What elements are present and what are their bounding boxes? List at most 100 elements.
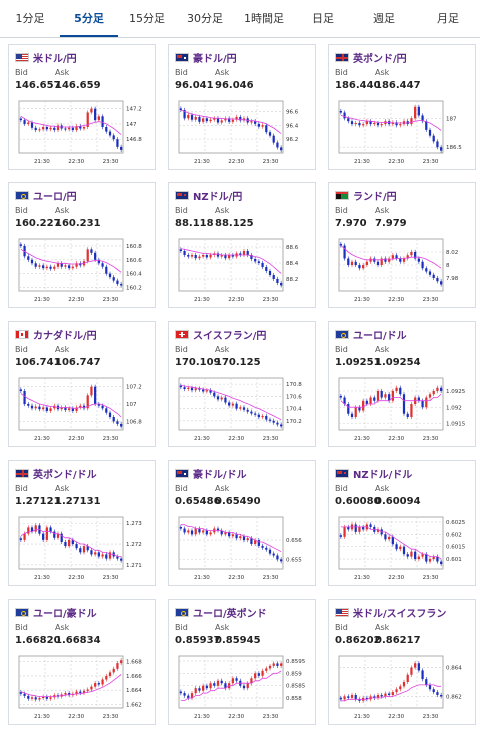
candle bbox=[101, 405, 104, 409]
rate-card[interactable]: ユーロ/豪ドル Bid Ask 1.66820 1.66834 1.668 1.666 1.6… bbox=[8, 599, 156, 725]
tab-7[interactable]: 月足 bbox=[437, 12, 459, 25]
rate-card[interactable]: 豪ドル/ドル Bid Ask 0.65486 0.65490 0.656 0.655 21:3… bbox=[168, 460, 316, 586]
candle bbox=[428, 559, 432, 562]
candle bbox=[209, 390, 212, 393]
pair-name[interactable]: NZドル/円 bbox=[193, 191, 243, 203]
tab-3[interactable]: 30分足 bbox=[187, 12, 223, 25]
card-title[interactable]: ユーロ/英ポンド bbox=[175, 605, 267, 620]
ch-flag-icon bbox=[175, 329, 189, 339]
candle bbox=[183, 528, 186, 533]
eu-flag-icon bbox=[15, 190, 29, 200]
tab-5[interactable]: 日足 bbox=[312, 12, 334, 25]
pair-name[interactable]: 豪ドル/円 bbox=[193, 53, 237, 65]
pair-name[interactable]: 英ポンド/円 bbox=[353, 53, 407, 65]
pair-name[interactable]: ユーロ/ドル bbox=[353, 330, 407, 342]
card-title[interactable]: 豪ドル/円 bbox=[175, 50, 237, 65]
tab-0[interactable]: 1分足 bbox=[15, 12, 45, 25]
card-title[interactable]: ユーロ/円 bbox=[15, 188, 77, 203]
rate-card[interactable]: カナダドル/円 Bid Ask 106.741 106.747 107.2 107 106.8… bbox=[8, 321, 156, 447]
moving-average-line bbox=[180, 248, 282, 274]
rate-card[interactable]: 米ドル/円 Bid Ask 146.657 146.659 147.2 147 146.8 21… bbox=[8, 44, 156, 170]
candle bbox=[209, 255, 212, 258]
pair-name[interactable]: 豪ドル/ドル bbox=[193, 469, 247, 481]
rate-card[interactable]: 英ポンド/円 Bid Ask 186.440 186.447 187 186.5 21:30 2… bbox=[328, 44, 476, 170]
candle bbox=[231, 255, 234, 257]
rate-card[interactable]: スイスフラン/円 Bid Ask 170.109 170.125 170.8 170.6 17… bbox=[168, 321, 316, 447]
candle bbox=[410, 404, 413, 417]
pair-name[interactable]: 米ドル/スイスフラン bbox=[353, 608, 447, 620]
candle bbox=[250, 538, 253, 544]
bid-value: 160.227 bbox=[15, 218, 61, 229]
candle bbox=[45, 407, 48, 411]
candle bbox=[209, 683, 212, 689]
card-title[interactable]: 英ポンド/ドル bbox=[15, 466, 97, 481]
price-chart: 0.6025 0.602 0.6015 0.601 21:30 22:30 23:30 bbox=[338, 516, 466, 581]
candle bbox=[216, 528, 220, 531]
candle bbox=[417, 663, 420, 671]
rate-card[interactable]: 英ポンド/ドル Bid Ask 1.27121 1.27131 1.273 1.272 1.2… bbox=[8, 460, 156, 586]
tab-6[interactable]: 週足 bbox=[373, 12, 395, 25]
candle bbox=[56, 125, 60, 131]
x-tick-label: 22:30 bbox=[388, 714, 404, 720]
tab-2[interactable]: 15分足 bbox=[129, 12, 165, 25]
rate-card[interactable]: 豪ドル/円 Bid Ask 96.041 96.046 96.6 96.4 96.2 21:30… bbox=[168, 44, 316, 170]
pair-name[interactable]: 米ドル/円 bbox=[33, 53, 77, 65]
pair-name[interactable]: ユーロ/豪ドル bbox=[33, 608, 97, 620]
candle bbox=[68, 408, 71, 411]
candle bbox=[239, 536, 242, 539]
card-title[interactable]: カナダドル/円 bbox=[15, 327, 97, 342]
ask-label: Ask bbox=[375, 345, 390, 354]
candle bbox=[399, 686, 402, 690]
pair-name[interactable]: ユーロ/円 bbox=[33, 191, 77, 203]
rate-card[interactable]: NZドル/ドル Bid Ask 0.60080 0.60094 0.6025 0.602 0.… bbox=[328, 460, 476, 586]
card-title[interactable]: 英ポンド/円 bbox=[335, 50, 407, 65]
candle bbox=[436, 141, 439, 148]
candle bbox=[187, 695, 190, 699]
card-title[interactable]: 米ドル/スイスフラン bbox=[335, 605, 447, 620]
nz-flag-icon bbox=[175, 190, 189, 200]
candle bbox=[202, 118, 205, 122]
card-title[interactable]: ランド/円 bbox=[335, 188, 397, 203]
candle bbox=[183, 251, 186, 255]
candle bbox=[373, 397, 376, 401]
pair-name[interactable]: ランド/円 bbox=[353, 191, 397, 203]
candle bbox=[395, 122, 398, 126]
rate-card[interactable]: ランド/円 Bid Ask 7.970 7.979 8.02 8 7.98 21:30 22:30… bbox=[328, 182, 476, 308]
card-title[interactable]: ユーロ/ドル bbox=[335, 327, 407, 342]
pair-name[interactable]: スイスフラン/円 bbox=[193, 330, 267, 342]
pair-name[interactable]: ユーロ/英ポンド bbox=[193, 608, 267, 620]
candle bbox=[276, 279, 279, 283]
candle bbox=[354, 524, 357, 532]
y-tick-label: 1.0925 bbox=[446, 389, 466, 395]
pair-name[interactable]: カナダドル/円 bbox=[33, 330, 97, 342]
bid-label: Bid bbox=[175, 68, 188, 77]
candle bbox=[350, 413, 354, 417]
card-title[interactable]: NZドル/円 bbox=[175, 188, 243, 203]
pair-name[interactable]: NZドル/ドル bbox=[353, 469, 413, 481]
y-tick-label: 187 bbox=[446, 116, 457, 122]
rate-card[interactable]: ユーロ/円 Bid Ask 160.227 160.231 160.8 160.6 160.4… bbox=[8, 182, 156, 308]
card-title[interactable]: ユーロ/豪ドル bbox=[15, 605, 97, 620]
candle bbox=[179, 526, 182, 529]
card-title[interactable]: NZドル/ドル bbox=[335, 466, 413, 481]
candle bbox=[94, 552, 97, 555]
x-tick-label: 23:30 bbox=[263, 159, 279, 165]
candle bbox=[347, 258, 350, 265]
card-title[interactable]: スイスフラン/円 bbox=[175, 327, 267, 342]
pair-name[interactable]: 英ポンド/ドル bbox=[33, 469, 97, 481]
rate-card[interactable]: 米ドル/スイスフラン Bid Ask 0.86202 0.86217 0.864 0.862… bbox=[328, 599, 476, 725]
y-tick-label: 88.2 bbox=[286, 277, 298, 283]
candle bbox=[384, 534, 387, 540]
candle bbox=[90, 108, 93, 113]
card-title[interactable]: 米ドル/円 bbox=[15, 50, 77, 65]
rate-card[interactable]: ユーロ/ドル Bid Ask 1.09251 1.09254 1.0925 1.092 1.0… bbox=[328, 321, 476, 447]
card-title[interactable]: 豪ドル/ドル bbox=[175, 466, 247, 481]
rate-card[interactable]: NZドル/円 Bid Ask 88.118 88.125 88.6 88.4 88.2 21:3… bbox=[168, 182, 316, 308]
x-tick-label: 21:30 bbox=[194, 575, 210, 581]
candle bbox=[257, 673, 260, 676]
candle bbox=[347, 526, 350, 530]
tab-1[interactable]: 5分足 bbox=[60, 0, 118, 37]
rate-card[interactable]: ユーロ/英ポンド Bid Ask 0.85937 0.85945 0.8595 0.859 0… bbox=[168, 599, 316, 725]
tab-4[interactable]: 1時間足 bbox=[244, 12, 284, 25]
candle bbox=[64, 407, 67, 411]
